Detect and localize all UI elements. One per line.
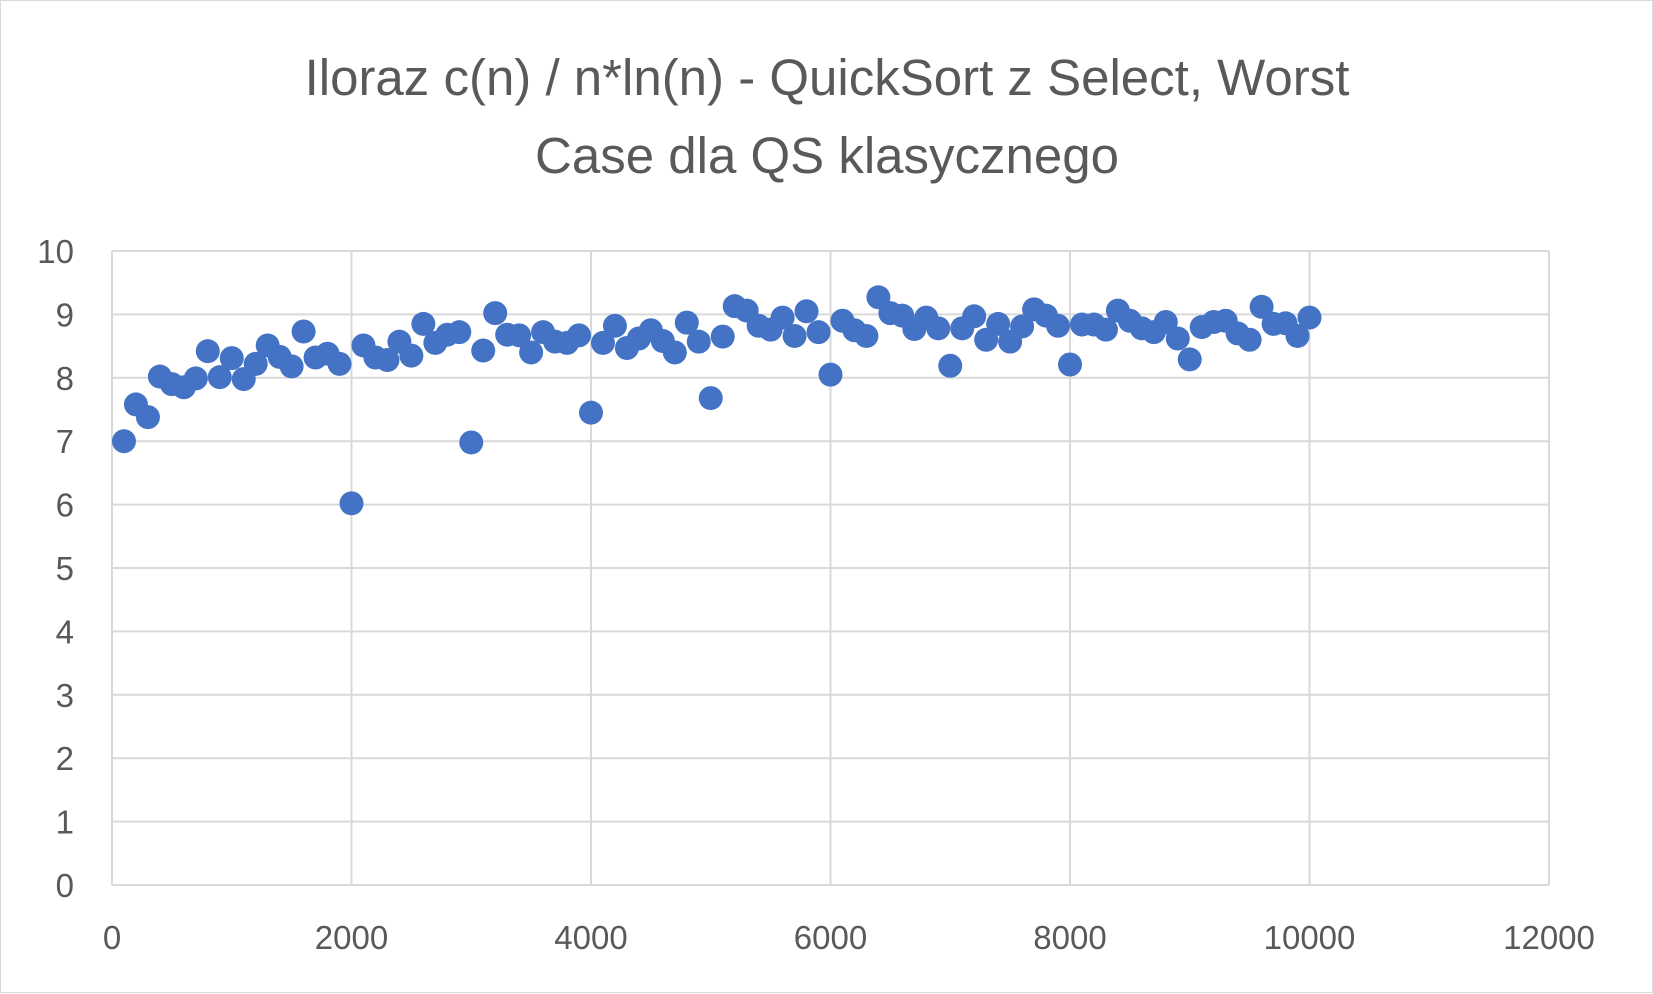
x-tick-label: 0 [103, 919, 121, 956]
data-point [483, 301, 508, 326]
data-point [507, 323, 532, 348]
y-axis-tick-labels: 0 1 2 3 4 5 6 7 8 9 10 [37, 233, 74, 904]
chart-title-line-1: Iloraz c(n) / n*ln(n) - QuickSort z Sele… [305, 49, 1350, 106]
x-tick-label: 6000 [794, 919, 867, 956]
data-series [111, 285, 1322, 516]
data-point [1177, 347, 1202, 372]
x-tick-label: 10000 [1264, 919, 1356, 956]
x-tick-label: 12000 [1503, 919, 1595, 956]
data-point [698, 386, 723, 411]
data-point [207, 365, 232, 390]
data-point [674, 310, 699, 335]
data-point [806, 320, 831, 345]
y-tick-label: 9 [56, 296, 74, 333]
data-point [519, 340, 544, 365]
y-tick-label: 2 [56, 740, 74, 777]
y-tick-label: 1 [56, 804, 74, 841]
data-point [471, 338, 496, 363]
y-tick-label: 3 [56, 677, 74, 714]
data-point [938, 353, 963, 378]
x-axis-tick-labels: 0 2000 4000 6000 8000 10000 12000 [103, 919, 1595, 956]
data-point [962, 304, 987, 329]
data-point [590, 330, 615, 355]
gridlines [111, 250, 1550, 886]
data-point [447, 320, 472, 345]
y-tick-label: 5 [56, 550, 74, 587]
data-point [1285, 323, 1310, 348]
data-point [1058, 352, 1082, 377]
y-tick-label: 4 [56, 613, 74, 650]
data-point [662, 340, 687, 365]
data-point [399, 343, 424, 368]
data-point [1153, 310, 1178, 335]
x-tick-label: 8000 [1033, 919, 1106, 956]
y-tick-label: 7 [56, 423, 74, 460]
data-point [411, 311, 436, 336]
data-point [854, 323, 879, 348]
data-point [986, 311, 1011, 336]
x-tick-label: 4000 [554, 919, 627, 956]
data-point [243, 351, 268, 376]
data-point [219, 346, 244, 371]
data-point [327, 351, 352, 376]
data-point [710, 324, 735, 349]
data-point [1165, 326, 1190, 351]
y-tick-label: 8 [56, 360, 74, 397]
y-tick-label: 0 [56, 867, 74, 904]
data-point [1093, 317, 1118, 342]
data-point [135, 405, 160, 430]
data-point [339, 491, 364, 516]
data-point [579, 400, 603, 425]
data-point [567, 323, 592, 348]
data-point [183, 366, 208, 391]
data-point [794, 299, 819, 324]
data-point [1010, 314, 1035, 339]
data-point [291, 319, 316, 344]
data-point [459, 430, 484, 455]
data-point [770, 305, 795, 330]
data-point [1046, 313, 1071, 338]
data-point [1297, 305, 1322, 330]
data-point [686, 329, 711, 354]
data-point [1237, 327, 1262, 352]
data-point [195, 339, 220, 364]
data-point [279, 354, 304, 379]
y-tick-label: 6 [56, 487, 74, 524]
data-point [111, 429, 136, 454]
data-point [1249, 294, 1274, 319]
data-point [782, 323, 807, 348]
data-point [375, 348, 400, 373]
x-tick-label: 2000 [315, 919, 388, 956]
y-tick-label: 10 [37, 233, 74, 270]
chart-title-line-2: Case dla QS klasycznego [535, 127, 1119, 184]
data-point [926, 316, 951, 341]
data-point [818, 362, 843, 387]
data-point [602, 313, 627, 338]
chart-title: Iloraz c(n) / n*ln(n) - QuickSort z Sele… [305, 49, 1350, 184]
